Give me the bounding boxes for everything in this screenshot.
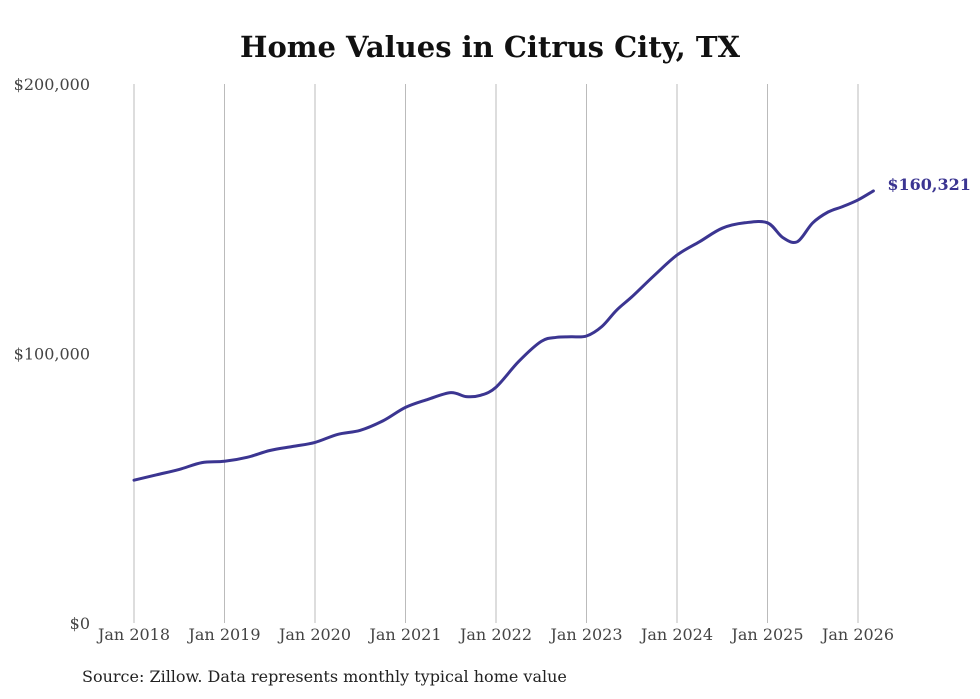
x-tick-label: Jan 2019 (186, 625, 260, 644)
x-tick-label: Jan 2020 (277, 625, 351, 644)
chart-title: Home Values in Citrus City, TX (240, 30, 740, 64)
series (132, 189, 875, 482)
end-value-label: $160,321 (887, 175, 971, 194)
x-tick-label: Jan 2022 (458, 625, 532, 644)
gridlines (133, 84, 859, 623)
source-note: Source: Zillow. Data represents monthly … (82, 667, 567, 686)
x-tick-label: Jan 2018 (96, 625, 170, 644)
x-tick-label: Jan 2021 (367, 625, 441, 644)
x-tick-label: Jan 2025 (729, 625, 803, 644)
annotations: $160,321 (887, 175, 971, 194)
y-tick-label: $100,000 (14, 345, 90, 364)
x-tick-label: Jan 2024 (639, 625, 713, 644)
x-axis-ticks: Jan 2018 Jan 2019 Jan 2020 Jan 2021 Jan 2022… (96, 625, 894, 644)
y-tick-label: $200,000 (14, 75, 90, 94)
series-line (132, 189, 875, 482)
x-tick-label: Jan 2023 (548, 625, 622, 644)
y-tick-label: $0 (70, 614, 90, 633)
x-tick-label: Jan 2026 (820, 625, 894, 644)
y-axis-ticks: $0 $100,000 $200,000 (14, 75, 90, 633)
